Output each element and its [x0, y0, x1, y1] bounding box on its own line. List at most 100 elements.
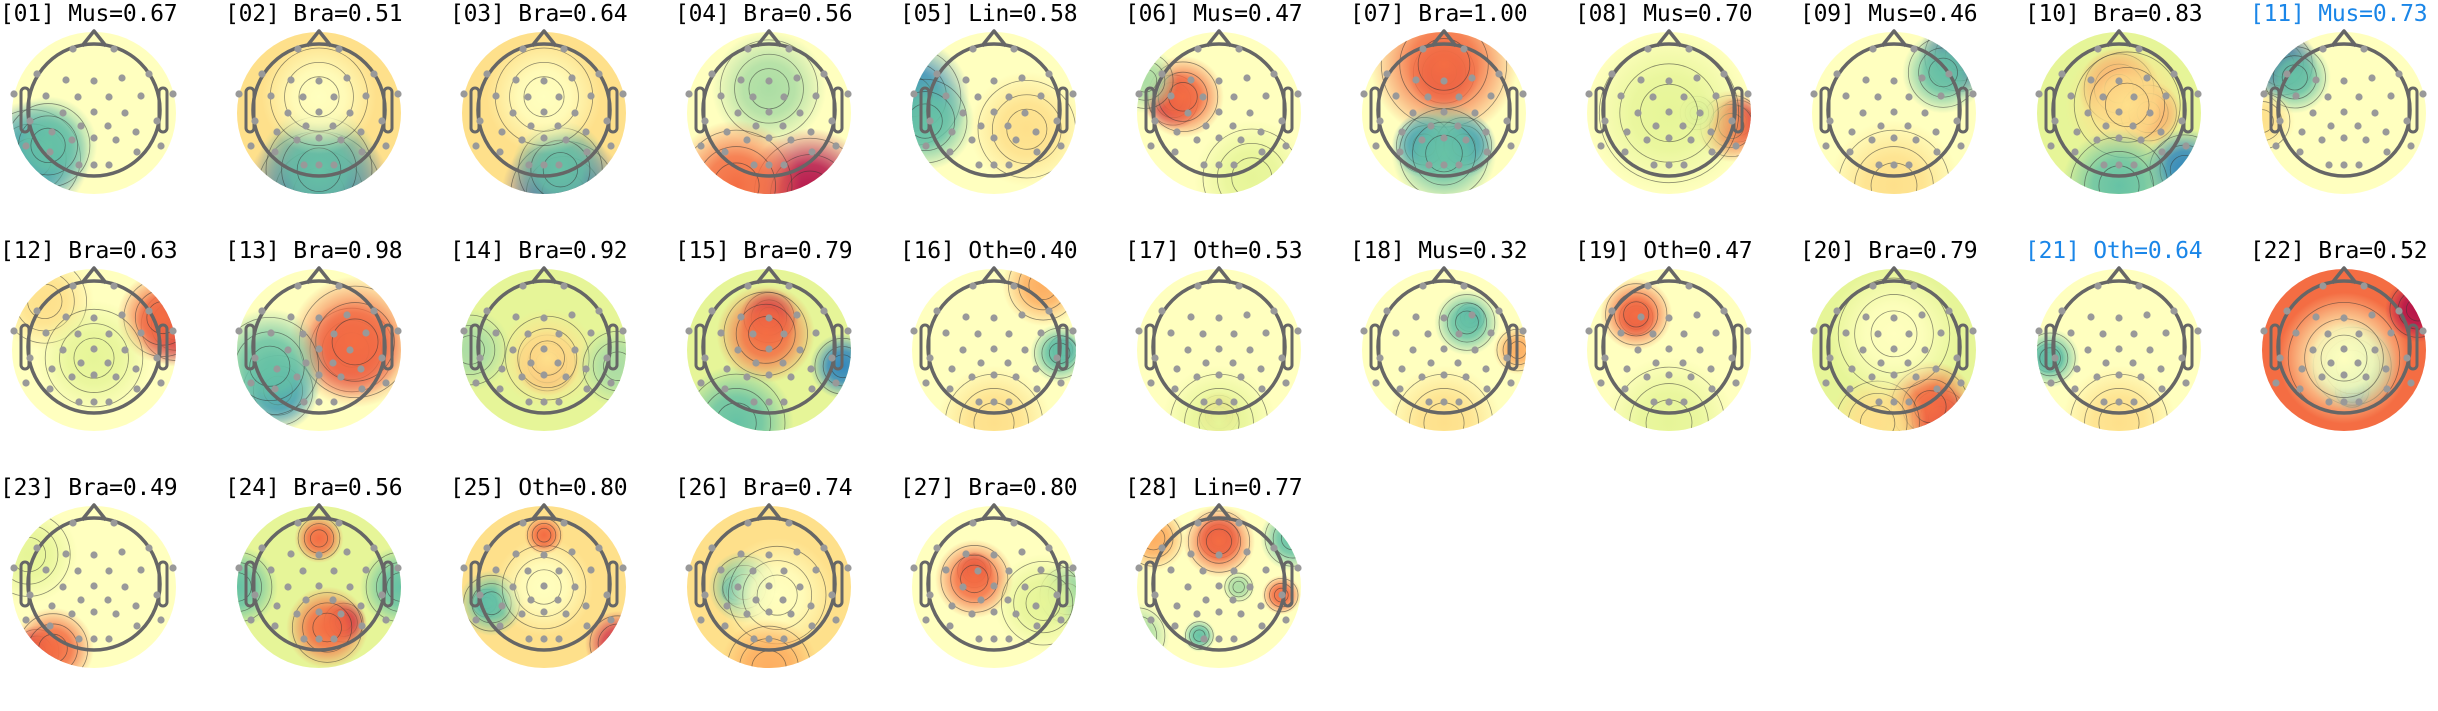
topomap-23[interactable] [6, 502, 178, 672]
component-cell-07[interactable]: [07] Bra=1.00 [1350, 0, 1575, 237]
component-cell-06[interactable]: [06] Mus=0.47 [1125, 0, 1350, 237]
component-cell-01[interactable]: [01] Mus=0.67 [0, 0, 225, 237]
component-cell-12[interactable]: [12] Bra=0.63 [0, 237, 225, 474]
topomap-26[interactable] [681, 502, 853, 672]
sensor-dot [832, 379, 840, 387]
sensor-dot [765, 582, 773, 590]
component-label[interactable]: [03] Bra=0.64 [450, 1, 628, 27]
topomap-12[interactable] [6, 265, 178, 435]
component-label[interactable]: [09] Mus=0.46 [1800, 1, 1978, 27]
component-label[interactable]: [14] Bra=0.92 [450, 238, 628, 264]
topomap-25[interactable] [456, 502, 628, 672]
component-cell-26[interactable]: [26] Bra=0.74 [675, 474, 900, 711]
component-cell-04[interactable]: [04] Bra=0.56 [675, 0, 900, 237]
topomap-13[interactable] [231, 265, 403, 435]
topomap-04[interactable] [681, 28, 853, 198]
topomap-21[interactable] [2031, 265, 2203, 435]
component-label[interactable]: [15] Bra=0.79 [675, 238, 853, 264]
sensor-dot [723, 128, 731, 136]
component-cell-02[interactable]: [02] Bra=0.51 [225, 0, 450, 237]
component-label[interactable]: [26] Bra=0.74 [675, 475, 853, 501]
topomap-14[interactable] [456, 265, 628, 435]
component-label[interactable]: [27] Bra=0.80 [900, 475, 1078, 501]
sensor-dot [105, 567, 113, 575]
topomap-18[interactable] [1356, 265, 1528, 435]
topomap-01[interactable] [6, 28, 178, 198]
component-cell-15[interactable]: [15] Bra=0.79 [675, 237, 900, 474]
component-cell-27[interactable]: [27] Bra=0.80 [900, 474, 1125, 711]
component-cell-18[interactable]: [18] Mus=0.32 [1350, 237, 1575, 474]
sensor-dot [2324, 330, 2332, 338]
sensor-dot [90, 635, 98, 643]
component-cell-23[interactable]: [23] Bra=0.49 [0, 474, 225, 711]
topomap-06[interactable] [1131, 28, 1303, 198]
component-cell-17[interactable]: [17] Oth=0.53 [1125, 237, 1350, 474]
component-cell-19[interactable]: [19] Oth=0.47 [1575, 237, 1800, 474]
component-label[interactable]: [11] Mus=0.73 [2250, 1, 2428, 27]
topomap-05[interactable] [906, 28, 1078, 198]
topomap-07[interactable] [1356, 28, 1528, 198]
sensor-dot [1440, 398, 1448, 406]
component-label[interactable]: [12] Bra=0.63 [0, 238, 178, 264]
component-cell-03[interactable]: [03] Bra=0.64 [450, 0, 675, 237]
component-label[interactable]: [23] Bra=0.49 [0, 475, 178, 501]
component-cell-16[interactable]: [16] Oth=0.40 [900, 237, 1125, 474]
component-cell-25[interactable]: [25] Oth=0.80 [450, 474, 675, 711]
component-label[interactable]: [17] Oth=0.53 [1125, 238, 1303, 264]
topomap-11[interactable] [2256, 28, 2428, 198]
topomap-19[interactable] [1581, 265, 1753, 435]
component-label[interactable]: [19] Oth=0.47 [1575, 238, 1753, 264]
component-cell-21[interactable]: [21] Oth=0.64 [2025, 237, 2250, 474]
component-label[interactable]: [08] Mus=0.70 [1575, 1, 1753, 27]
nose-icon [980, 266, 1008, 285]
component-label[interactable]: [28] Lin=0.77 [1125, 475, 1303, 501]
sensor-dot [2058, 307, 2066, 315]
component-cell-20[interactable]: [20] Bra=0.79 [1800, 237, 2025, 474]
component-cell-09[interactable]: [09] Mus=0.46 [1800, 0, 2025, 237]
topomap-16[interactable] [906, 265, 1078, 435]
component-cell-05[interactable]: [05] Lin=0.58 [900, 0, 1125, 237]
component-label[interactable]: [22] Bra=0.52 [2250, 238, 2428, 264]
component-label[interactable]: [18] Mus=0.32 [1350, 238, 1528, 264]
component-cell-08[interactable]: [08] Mus=0.70 [1575, 0, 1800, 237]
component-cell-28[interactable]: [28] Lin=0.77 [1125, 474, 1350, 711]
component-label[interactable]: [21] Oth=0.64 [2025, 238, 2203, 264]
topomap-03[interactable] [456, 28, 628, 198]
component-cell-14[interactable]: [14] Bra=0.92 [450, 237, 675, 474]
topomap-22[interactable] [2256, 265, 2428, 435]
topomap-10[interactable] [2031, 28, 2203, 198]
component-label[interactable]: [04] Bra=0.56 [675, 1, 853, 27]
topomap-09[interactable] [1806, 28, 1978, 198]
component-label[interactable]: [02] Bra=0.51 [225, 1, 403, 27]
component-cell-10[interactable]: [10] Bra=0.83 [2025, 0, 2250, 237]
topomap-24[interactable] [231, 502, 403, 672]
topomap-15[interactable] [681, 265, 853, 435]
topomap-08[interactable] [1581, 28, 1753, 198]
sensor-dot [1708, 148, 1716, 156]
topomap-27[interactable] [906, 502, 1078, 672]
component-label[interactable]: [01] Mus=0.67 [0, 1, 178, 27]
component-label[interactable]: [25] Oth=0.80 [450, 475, 628, 501]
component-label[interactable]: [10] Bra=0.83 [2025, 1, 2203, 27]
topomap-17[interactable] [1131, 265, 1303, 435]
component-label[interactable]: [06] Mus=0.47 [1125, 1, 1303, 27]
component-cell-13[interactable]: [13] Bra=0.98 [225, 237, 450, 474]
sensor-dot [2178, 117, 2186, 125]
component-label[interactable]: [24] Bra=0.56 [225, 475, 403, 501]
component-cell-22[interactable]: [22] Bra=0.52 [2250, 237, 2438, 474]
component-cell-24[interactable]: [24] Bra=0.56 [225, 474, 450, 711]
sensor-dot [2324, 93, 2332, 101]
component-label[interactable]: [16] Oth=0.40 [900, 238, 1078, 264]
topomap-02[interactable] [231, 28, 403, 198]
component-label[interactable]: [05] Lin=0.58 [900, 1, 1078, 27]
topomap-20[interactable] [1806, 265, 1978, 435]
sensor-dot [2067, 92, 2075, 100]
topomap-28[interactable] [1131, 502, 1303, 672]
component-label[interactable]: [13] Bra=0.98 [225, 238, 403, 264]
component-cell-11[interactable]: [11] Mus=0.73 [2250, 0, 2438, 237]
sensor-dot [990, 398, 998, 406]
component-label[interactable]: [20] Bra=0.79 [1800, 238, 1978, 264]
left-ear-icon [1144, 86, 1156, 134]
sensor-dot [2084, 346, 2092, 354]
component-label[interactable]: [07] Bra=1.00 [1350, 1, 1528, 27]
